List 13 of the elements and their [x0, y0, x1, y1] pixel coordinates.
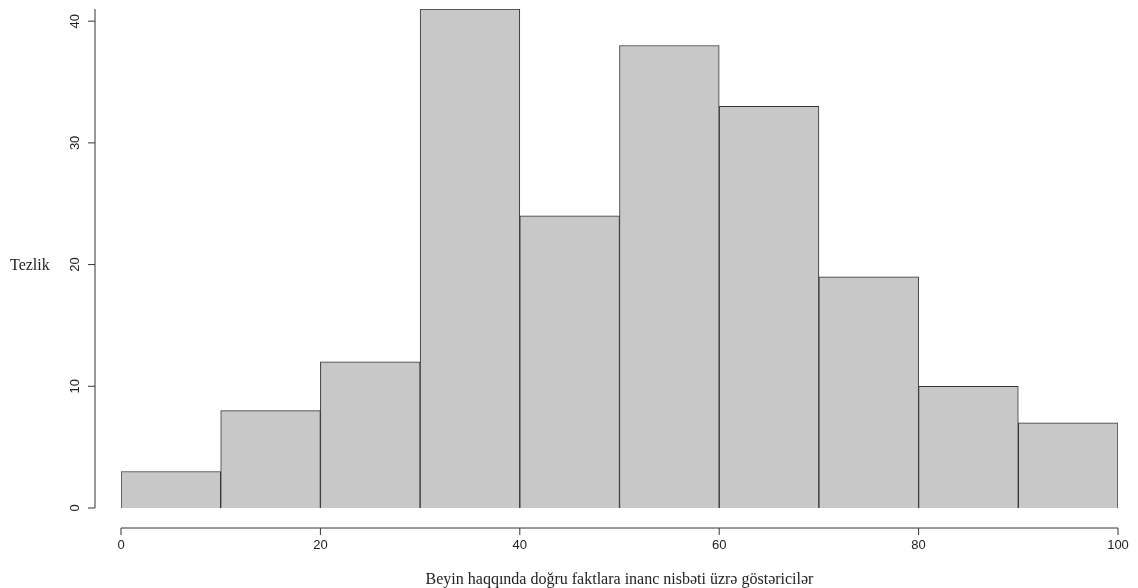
y-tick-label: 40: [67, 13, 83, 29]
x-tick-label: 100: [1107, 537, 1129, 553]
y-tick-label: 30: [67, 135, 83, 151]
x-tick-label: 20: [313, 537, 328, 553]
y-tick-label: 0: [67, 504, 83, 512]
y-axis-title: Tezlik: [10, 255, 50, 273]
x-tick-label: 0: [117, 537, 125, 553]
x-tick-label: 80: [911, 537, 926, 553]
y-tick-label: 20: [67, 257, 83, 272]
x-tick-label: 60: [711, 537, 727, 553]
x-axis-title: Beyin haqqında doğru faktlara inanc nisbəti üzrə göstəricilər: [425, 570, 815, 588]
x-tick-label: 40: [512, 537, 528, 553]
y-tick-label: 10: [67, 379, 83, 394]
